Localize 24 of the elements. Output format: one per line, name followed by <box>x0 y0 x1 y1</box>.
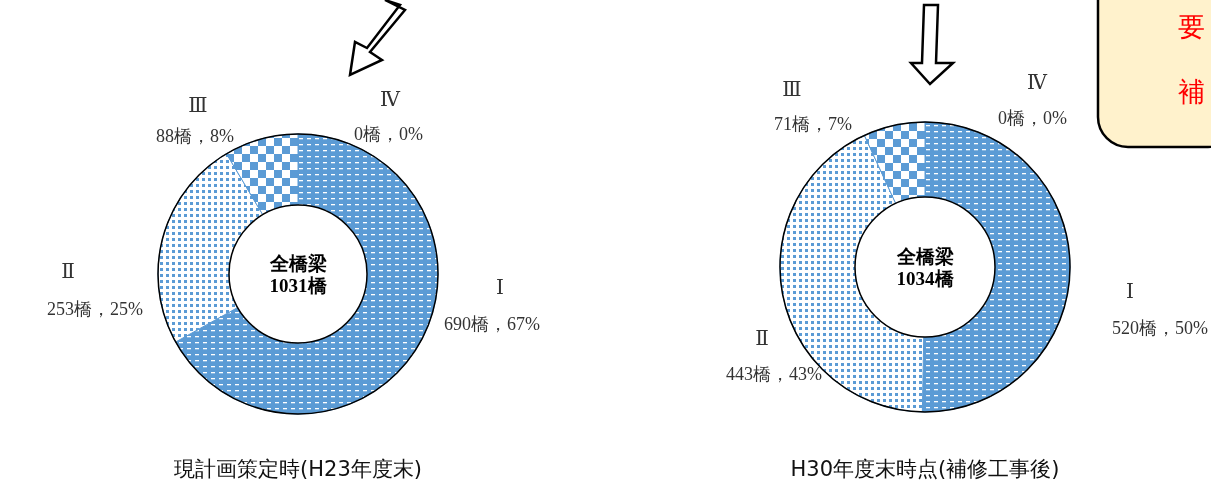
slice-label: Ⅱ <box>755 327 769 349</box>
text: 補 <box>1178 76 1205 107</box>
category-label: Ⅳ <box>1027 71 1047 93</box>
text: 全橋梁 <box>895 246 954 267</box>
text: 1031橋 <box>269 275 328 296</box>
data-label: 520橋，50% <box>1112 318 1208 338</box>
text: 0橋，0% <box>354 124 423 144</box>
text: 全橋梁 <box>268 253 327 274</box>
text: 0橋，0% <box>998 108 1067 128</box>
data-label: 443橋，43% <box>726 364 822 384</box>
text: 現計画策定時(H23年度末) <box>174 457 422 481</box>
data-label: 253橋，25% <box>47 299 143 319</box>
text: 1034橋 <box>896 268 955 289</box>
data-label: 690橋，67% <box>444 314 540 334</box>
slice-label: Ⅰ <box>496 276 504 298</box>
text: H30年度末時点(補修工事後) <box>790 457 1060 481</box>
slice-label: Ⅲ <box>782 78 802 100</box>
slice-label: Ⅲ <box>188 94 208 116</box>
data-label: 88橋，8% <box>156 126 234 146</box>
text: 要 <box>1178 11 1205 42</box>
data-label: 71橋，7% <box>774 114 852 134</box>
category-label: Ⅳ <box>380 88 400 110</box>
slice-label: Ⅱ <box>61 260 75 282</box>
slice-label: Ⅰ <box>1126 280 1134 302</box>
